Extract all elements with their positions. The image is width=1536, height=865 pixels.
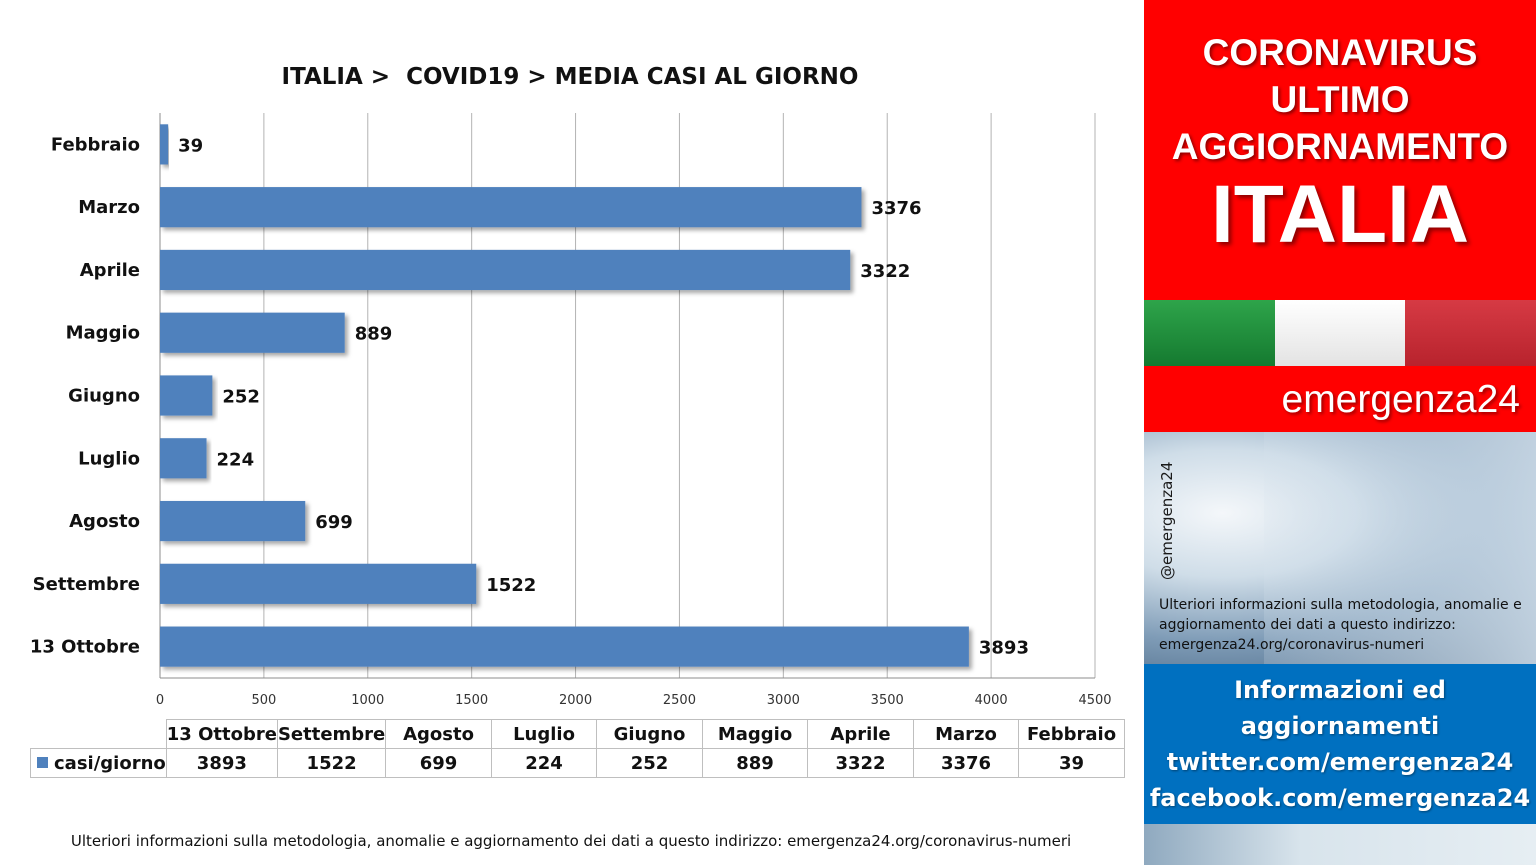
data-label: 889 xyxy=(355,324,393,345)
bar xyxy=(160,124,169,165)
bar xyxy=(160,187,862,228)
x-tick-label: 2000 xyxy=(559,693,592,708)
info-line: aggiornamenti xyxy=(1240,712,1440,740)
data-label: 699 xyxy=(315,512,353,533)
flag-stripe-red xyxy=(1405,300,1536,366)
country-title: ITALIA xyxy=(1210,169,1470,260)
legend-label: casi/giorno xyxy=(54,752,166,774)
data-label: 3376 xyxy=(871,198,921,219)
data-label: 252 xyxy=(222,387,260,408)
info-line: Informazioni ed xyxy=(1234,676,1446,704)
bar xyxy=(160,312,345,353)
data-label: 39 xyxy=(178,135,203,156)
x-tick-label: 500 xyxy=(251,693,276,708)
data-table-cell: 1522 xyxy=(276,748,387,778)
data-table-cell: 3322 xyxy=(807,748,914,778)
data-table-header: Agosto xyxy=(385,719,492,749)
bar xyxy=(160,375,213,416)
bar xyxy=(160,438,207,479)
social-handle: @emergenza24 xyxy=(1158,461,1176,580)
chart-area: ITALIA > COVID19 > MEDIA CASI AL GIORNO … xyxy=(29,64,1125,850)
x-tick-label: 1000 xyxy=(351,693,384,708)
data-label: 1522 xyxy=(486,575,536,596)
data-table-cell: 224 xyxy=(490,748,598,778)
category-label: Settembre xyxy=(33,574,140,595)
data-table-header: Luglio xyxy=(490,719,598,749)
x-tick-label: 3500 xyxy=(871,693,904,708)
data-label: 224 xyxy=(217,449,255,470)
bar xyxy=(160,626,969,667)
data-label: 3893 xyxy=(979,638,1029,659)
bar xyxy=(160,500,306,542)
category-label: 13 Ottobre xyxy=(30,637,140,658)
data-table-header-row: 13 Ottobre Settembre Agosto Luglio Giugn… xyxy=(30,719,1125,749)
category-label: Febbraio xyxy=(51,134,140,155)
data-table-header: Aprile xyxy=(807,719,914,749)
data-table-cell: 3376 xyxy=(912,748,1020,778)
legend-swatch xyxy=(37,757,48,768)
category-label: Giugno xyxy=(68,386,140,407)
category-label: Luglio xyxy=(78,448,140,469)
background-photo-bottom xyxy=(1144,824,1536,865)
x-tick-label: 4000 xyxy=(975,693,1008,708)
header-line: ULTIMO xyxy=(1270,79,1410,120)
data-table-corner xyxy=(30,719,167,749)
social-info-block: Informazioni ed aggiornamenti twitter.co… xyxy=(1144,664,1536,824)
category-label: Marzo xyxy=(78,197,140,218)
data-table-header: Maggio xyxy=(701,719,809,749)
bar xyxy=(160,249,851,291)
data-table-cell: 889 xyxy=(701,748,809,778)
background-photo: @emergenza24 Ulteriori informazioni sull… xyxy=(1144,432,1536,664)
data-table-cell: 699 xyxy=(385,748,492,778)
x-tick-label: 0 xyxy=(156,693,164,708)
data-table-header: Giugno xyxy=(596,719,703,749)
data-table-header: Marzo xyxy=(912,719,1020,749)
footer-note: Ulteriori informazioni sulla metodologia… xyxy=(70,832,1072,850)
twitter-link[interactable]: twitter.com/emergenza24 xyxy=(1166,748,1514,776)
flag-stripe-white xyxy=(1274,300,1406,366)
methodology-note: Ulteriori informazioni sulla metodologia… xyxy=(1159,597,1522,653)
x-tick-label: 4500 xyxy=(1078,693,1111,708)
photo-overlay xyxy=(1264,432,1536,664)
brand-bar: emergenza24 xyxy=(1144,366,1536,432)
facebook-link[interactable]: facebook.com/emergenza24 xyxy=(1149,784,1531,812)
header-block: CORONAVIRUS ULTIMO AGGIORNAMENTO ITALIA xyxy=(1144,0,1536,300)
category-label: Maggio xyxy=(66,323,140,344)
legend-entry: casi/giorno xyxy=(30,748,167,778)
header-line: CORONAVIRUS xyxy=(1202,32,1478,73)
category-label: Aprile xyxy=(80,260,140,281)
italian-flag xyxy=(1144,300,1536,366)
bar-chart: 0 500 1000 1500 2000 2500 3000 3500 4000 4500 Febb… xyxy=(30,113,1112,708)
data-table-value-row: casi/giorno 3893 1522 699 224 252 889 33… xyxy=(30,748,1125,778)
header-line: AGGIORNAMENTO xyxy=(1171,126,1509,167)
flag-stripe-green xyxy=(1144,300,1275,366)
x-tick-label: 3000 xyxy=(767,693,800,708)
info-panel: CORONAVIRUS ULTIMO AGGIORNAMENTO ITALIA … xyxy=(1144,0,1536,865)
x-tick-label: 2500 xyxy=(663,693,696,708)
brand-name: emergenza24 xyxy=(1281,378,1521,421)
data-table-cell: 252 xyxy=(596,748,703,778)
data-table-header: Febbraio xyxy=(1018,719,1125,749)
category-label: Agosto xyxy=(69,511,140,532)
data-table-header: 13 Ottobre xyxy=(165,719,278,749)
data-table: 13 Ottobre Settembre Agosto Luglio Giugn… xyxy=(30,719,1125,778)
x-tick-label: 1500 xyxy=(455,693,488,708)
data-table-header: Settembre xyxy=(276,719,387,749)
data-label: 3322 xyxy=(860,261,910,282)
data-table-cell: 3893 xyxy=(165,748,278,778)
bar xyxy=(160,563,477,604)
data-table-cell: 39 xyxy=(1018,748,1125,778)
chart-title: ITALIA > COVID19 > MEDIA CASI AL GIORNO xyxy=(281,64,859,90)
